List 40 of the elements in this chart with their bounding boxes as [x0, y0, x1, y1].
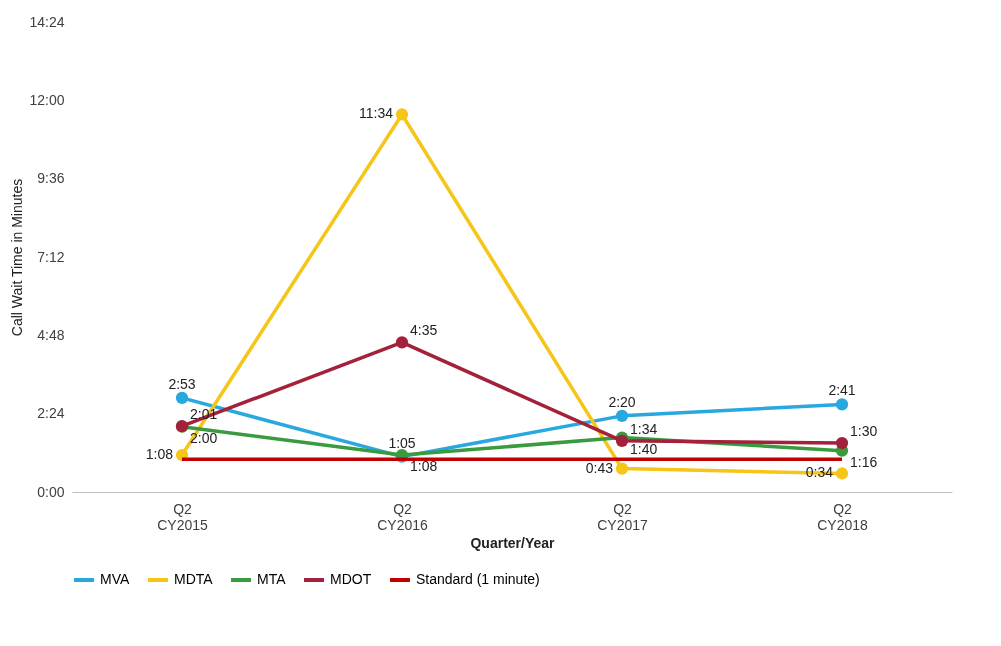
legend-label: MVA: [100, 571, 130, 587]
legend-label: MDTA: [174, 571, 214, 587]
data-label: 1:34: [630, 420, 658, 437]
data-label: 2:41: [828, 382, 856, 399]
data-label: 11:34: [359, 105, 394, 122]
point: [395, 336, 409, 349]
point: [615, 462, 629, 475]
y-tick-label: 14:24: [29, 13, 65, 30]
point: [835, 467, 849, 480]
data-label: 4:35: [410, 322, 438, 339]
x-tick-label: Q2 CY2015: [157, 500, 209, 533]
y-tick-label: 4:48: [37, 326, 65, 343]
y-tick-label: 7:12: [37, 248, 65, 265]
point: [175, 391, 189, 405]
data-label: 0:43: [585, 459, 614, 476]
point: [835, 398, 849, 411]
data-label: 1:30: [850, 423, 878, 440]
x-tick-label: Q2 CY2018: [817, 500, 869, 533]
data-label: 1:05: [388, 434, 416, 451]
y-tick-label: 0:00: [37, 483, 65, 500]
y-tick-label: 2:24: [37, 405, 65, 422]
data-label: 2:20: [608, 393, 636, 410]
legend-label: MDOT: [330, 571, 372, 587]
data-label: 1:40: [630, 440, 658, 457]
point: [835, 436, 849, 450]
y-tick-label: 12:00: [29, 91, 65, 108]
point: [175, 448, 189, 462]
data-label: 2:53: [168, 375, 196, 392]
x-axis-title: Quarter/Year: [470, 534, 556, 551]
legend-label: MTA: [257, 571, 287, 587]
point: [615, 409, 629, 422]
y-tick-label: 9:36: [37, 170, 65, 187]
data-label: 1:16: [850, 453, 878, 470]
data-label: 1:08: [410, 458, 438, 475]
x-tick-label: Q2 CY2016: [377, 500, 429, 533]
y-axis-title: Call Wait Time in Minutes: [9, 178, 26, 337]
legend-label: Standard (1 minute): [416, 571, 540, 587]
point: [395, 108, 409, 121]
x-tick-label: Q2 CY2017: [597, 500, 649, 533]
data-label: 1:08: [145, 446, 174, 463]
